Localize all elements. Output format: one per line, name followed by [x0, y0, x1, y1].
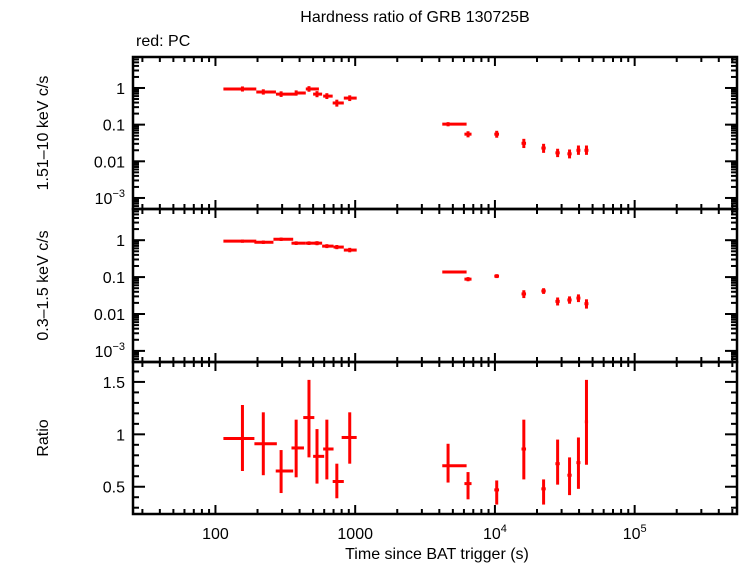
y-tick-label: 0.01	[94, 154, 125, 171]
y-tick-label: 1	[116, 81, 125, 98]
data-point	[464, 131, 472, 138]
y-tick-label: 1	[116, 233, 125, 250]
data-point	[494, 480, 500, 505]
x-tick-label: 105	[623, 523, 647, 543]
data-point	[332, 99, 344, 107]
data-point	[223, 239, 257, 243]
data-point	[521, 290, 527, 299]
panel-soft-band: 1 0.1 0.01 10−3 0.3–1.5 keV c/s	[35, 207, 739, 364]
y-tick-label: 1	[116, 427, 125, 444]
data-point	[541, 479, 546, 505]
data-point	[223, 404, 255, 472]
x-tick-label: 1000	[337, 526, 373, 543]
data-point	[521, 419, 527, 480]
data-point	[343, 247, 357, 253]
panel-frame	[131, 207, 739, 364]
y-tick-label: 0.1	[103, 270, 125, 287]
data-point	[343, 95, 357, 102]
y-tick-label: 10−3	[95, 341, 125, 361]
data-point	[541, 288, 546, 294]
y-axis-label: Ratio	[35, 419, 52, 456]
data-point	[442, 443, 467, 483]
data-point	[464, 277, 472, 282]
data-point	[584, 379, 589, 465]
x-tick-label: 100	[202, 526, 229, 543]
data-point	[567, 149, 572, 159]
data-point	[275, 450, 294, 494]
data-point	[555, 148, 560, 158]
data-point	[303, 379, 315, 458]
chart-title: Hardness ratio of GRB 130725B	[300, 9, 529, 26]
data-point	[256, 89, 276, 95]
y-tick-label: 1.5	[103, 375, 125, 392]
data-point	[521, 138, 527, 149]
data-point	[494, 274, 500, 279]
data-point	[576, 145, 581, 155]
data-point	[313, 429, 325, 484]
x-axis-label: Time since BAT trigger (s)	[345, 546, 529, 563]
data-point	[541, 143, 546, 153]
data-point	[313, 91, 323, 98]
y-tick-label: 0.5	[103, 480, 125, 497]
data-point	[567, 296, 572, 304]
data-point	[464, 472, 472, 500]
data-point	[576, 294, 581, 303]
panel-ratio: 1.5 1 0.5 Ratio	[35, 360, 739, 516]
y-tick-label: 0.1	[103, 118, 125, 135]
data-point	[322, 244, 334, 249]
data-point	[341, 412, 357, 464]
data-point	[323, 419, 334, 480]
data-point	[333, 245, 344, 250]
data-point	[275, 91, 297, 97]
data-point	[555, 439, 560, 485]
data-point	[254, 240, 274, 244]
data-point	[584, 145, 589, 155]
data-point	[567, 457, 572, 496]
data-point	[223, 86, 257, 92]
data-point	[294, 90, 306, 96]
data-point	[323, 93, 333, 100]
legend-note: red: PC	[136, 33, 190, 50]
data-point	[314, 241, 323, 246]
y-axis-label: 0.3–1.5 keV c/s	[35, 230, 52, 340]
y-tick-label: 10−3	[95, 188, 125, 208]
y-axis-label: 1.51–10 keV c/s	[35, 76, 52, 191]
panel-frame	[131, 55, 739, 211]
data-point	[332, 463, 344, 499]
data-point	[305, 86, 319, 92]
data-point	[494, 130, 500, 138]
data-point	[442, 122, 467, 127]
data-point	[442, 270, 467, 274]
data-point	[273, 237, 294, 242]
data-point	[254, 412, 277, 476]
panel-hard-band: 1 0.1 0.01 10−3 1.51–10 keV c/s	[35, 55, 739, 211]
data-point	[291, 419, 304, 478]
data-point	[584, 299, 589, 309]
x-tick-label: 104	[483, 523, 507, 543]
data-point	[576, 437, 581, 489]
panel-frame	[131, 360, 739, 516]
data-point	[291, 241, 306, 246]
data-point	[555, 297, 560, 306]
y-tick-label: 0.01	[94, 307, 125, 324]
